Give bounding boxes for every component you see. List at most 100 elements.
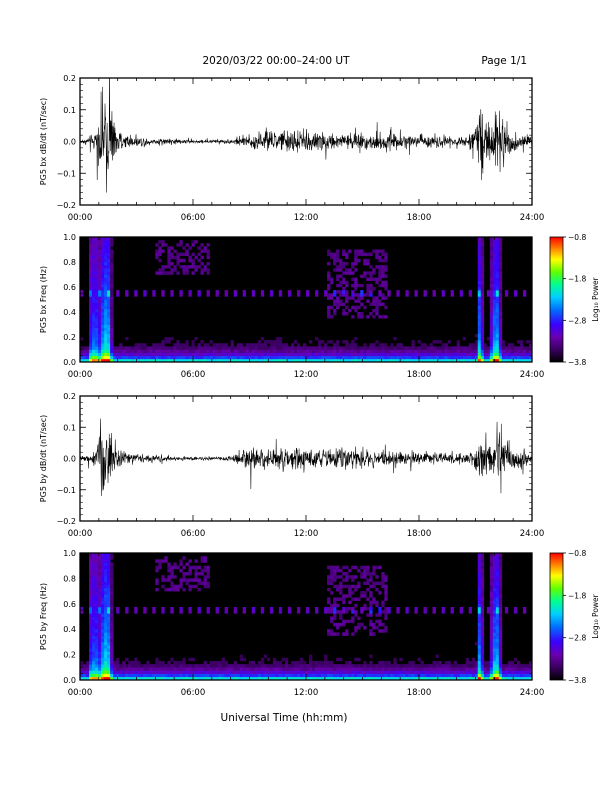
spectrogram-cell: [269, 293, 274, 297]
spectrogram-cell: [260, 355, 265, 360]
spectrogram-cell: [312, 352, 316, 357]
spectrogram-cell: [92, 632, 96, 636]
spectrogram-cell: [122, 660, 126, 665]
spectrogram-cell: [128, 346, 132, 350]
spectrogram-cell: [158, 271, 162, 275]
spectrogram-cell: [92, 594, 96, 598]
spectrogram-cell: [89, 237, 93, 241]
spectrogram-cell: [342, 302, 346, 307]
spectrogram-cell: [486, 676, 491, 681]
spectrogram-cell: [495, 237, 500, 241]
spectrogram-cell: [158, 240, 162, 244]
spectrogram-cell: [327, 352, 331, 357]
spectrogram-cell: [92, 597, 96, 601]
x-tick-label: 24:00: [520, 688, 545, 698]
spectrogram-cell: [80, 664, 84, 668]
spectrogram-cell: [495, 632, 500, 636]
spectrogram-cell: [167, 355, 171, 360]
spectrogram-cell: [134, 660, 138, 665]
spectrogram-cell: [104, 321, 108, 325]
spectrogram-cell: [152, 610, 156, 614]
spectrogram-cell: [260, 676, 265, 681]
spectrogram-cell: [248, 358, 253, 363]
spectrogram-cell: [182, 670, 186, 674]
spectrogram-cell: [501, 349, 506, 353]
spectrogram-cell: [495, 597, 500, 601]
spectrogram-cell: [516, 670, 521, 674]
spectrogram-cell: [107, 584, 111, 589]
spectrogram-cell: [468, 664, 473, 668]
spectrogram-cell: [345, 252, 349, 257]
spectrogram-cell: [257, 667, 262, 671]
spectrogram-cell: [92, 556, 96, 560]
spectrogram-cell: [164, 670, 168, 674]
spectrogram-cell: [242, 676, 247, 681]
spectrogram-cell: [191, 670, 195, 674]
spectrogram-cell: [104, 626, 108, 630]
spectrogram-cell: [363, 568, 367, 573]
spectrogram-cell: [254, 346, 259, 350]
spectrogram-cell: [423, 673, 427, 678]
spectrogram-cell: [92, 568, 96, 573]
spectrogram-cell: [336, 352, 340, 357]
spectrogram-cell: [384, 343, 388, 347]
spectrogram-cell: [411, 670, 415, 674]
spectrogram-cell: [95, 581, 99, 586]
spectrogram-cell: [287, 606, 292, 611]
spectrogram-cell: [495, 562, 500, 566]
spectrogram-cell: [110, 355, 114, 360]
spectrogram-cell: [411, 346, 415, 350]
y-tick-label: 1.0: [63, 233, 76, 242]
spectrogram-cell: [492, 346, 497, 350]
spectrogram-cell: [302, 343, 307, 347]
spectrogram-cell: [498, 262, 503, 266]
spectrogram-cell: [278, 293, 283, 297]
spectrogram-cell: [477, 581, 482, 586]
spectrogram-cell: [339, 622, 343, 627]
spectrogram-cell: [137, 349, 141, 353]
spectrogram-cell: [378, 629, 382, 633]
spectrogram-cell: [203, 559, 207, 563]
spectrogram-cell: [522, 349, 527, 353]
spectrogram-cell: [405, 664, 409, 668]
spectrogram-cell: [275, 343, 280, 347]
spectrogram-cell: [480, 578, 485, 582]
spectrogram-cell: [278, 664, 283, 668]
spectrogram-cell: [360, 302, 364, 307]
spectrogram-cell: [203, 565, 207, 570]
spectrogram-cell: [188, 610, 192, 614]
spectrogram-cell: [357, 584, 361, 589]
spectrogram-3: [80, 553, 533, 681]
spectrogram-cell: [495, 290, 500, 294]
spectrogram-cell: [203, 670, 207, 674]
spectrogram-cell: [254, 667, 259, 671]
spectrogram-cell: [324, 355, 328, 360]
spectrogram-cell: [354, 287, 358, 291]
spectrogram-cell: [101, 268, 105, 272]
spectrogram-cell: [369, 591, 373, 595]
spectrogram-cell: [438, 355, 442, 360]
spectrogram-cell: [501, 358, 506, 363]
spectrogram-cell: [134, 358, 138, 363]
spectrogram-cell: [450, 673, 454, 678]
spectrogram-cell: [495, 265, 500, 269]
spectrogram-cell: [390, 352, 394, 357]
spectrogram-cell: [191, 565, 195, 570]
spectrogram-cell: [477, 318, 482, 322]
spectrogram-cell: [474, 340, 479, 344]
spectrogram-cell: [92, 302, 96, 307]
spectrogram-cell: [456, 358, 460, 363]
spectrogram-cell: [155, 271, 159, 275]
spectrogram-cell: [155, 349, 159, 353]
spectrogram-cell: [462, 664, 466, 668]
spectrogram-cell: [486, 610, 491, 614]
spectrogram-cell: [80, 349, 84, 353]
spectrogram-cell: [477, 667, 482, 671]
spectrogram-cell: [92, 324, 96, 328]
spectrogram-cell: [393, 337, 397, 341]
spectrogram-cell: [164, 346, 168, 350]
spectrogram-cell: [197, 290, 201, 294]
spectrogram-cell: [197, 265, 201, 269]
spectrogram-cell: [161, 664, 165, 668]
spectrogram-cell: [495, 333, 500, 338]
